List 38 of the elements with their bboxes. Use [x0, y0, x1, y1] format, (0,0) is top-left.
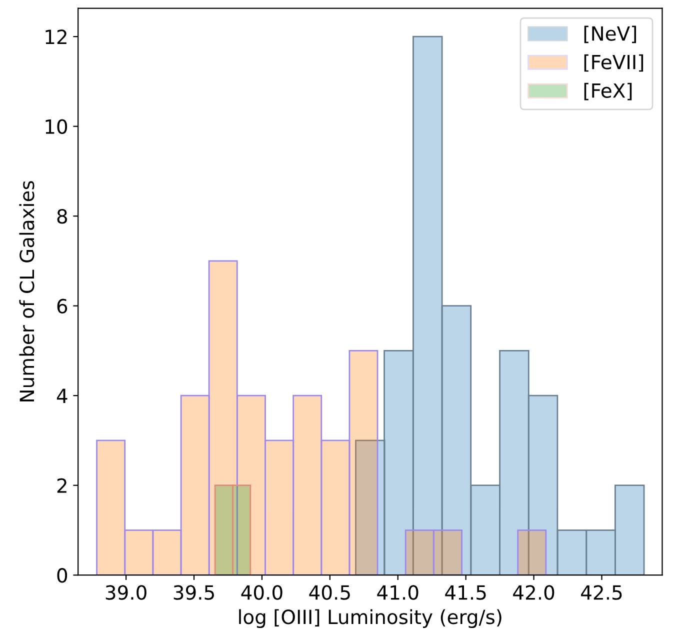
x-tick-label: 40.0	[241, 585, 282, 600]
x-tick-label: 41.5	[445, 585, 486, 600]
bar	[292, 394, 322, 576]
bar	[264, 440, 294, 576]
x-tick-label: 42.0	[513, 585, 554, 600]
y-tick-label: 6	[57, 298, 68, 314]
bar	[96, 440, 126, 576]
x-tick-label: 39.5	[174, 585, 214, 600]
y-axis-title: Number of CL Galaxies	[19, 181, 34, 402]
bar	[404, 530, 434, 576]
bar	[517, 530, 547, 576]
legend-label: [NeV]	[584, 26, 636, 44]
bar	[152, 530, 182, 576]
bar	[348, 350, 378, 576]
x-tick-label: 42.5	[581, 585, 622, 600]
y-tick-label: 10	[46, 119, 68, 134]
bar	[320, 440, 350, 576]
bar	[384, 350, 414, 576]
y-tick-label: 4	[56, 388, 68, 403]
x-tick-label: 40.5	[309, 585, 350, 600]
bar	[614, 484, 645, 576]
bar	[124, 530, 154, 576]
y-tick-label: 8	[57, 209, 68, 224]
x-tick-label: 39.0	[106, 585, 146, 600]
y-tick-label: 0	[57, 568, 68, 583]
x-axis-title: log [OIII] Luminosity (erg/s)	[239, 609, 502, 628]
bar	[433, 530, 462, 576]
y-tick-label: 12	[46, 30, 66, 44]
bar	[214, 484, 234, 576]
bar	[180, 394, 210, 576]
legend-label: [FeX]	[584, 82, 632, 100]
bar	[232, 484, 252, 576]
legend-label: [FeVII]	[584, 54, 644, 72]
bar	[586, 530, 616, 576]
bar	[470, 484, 501, 576]
bar	[556, 530, 588, 576]
x-tick-label: 41.0	[377, 585, 418, 600]
y-tick-label: 2	[57, 478, 66, 493]
